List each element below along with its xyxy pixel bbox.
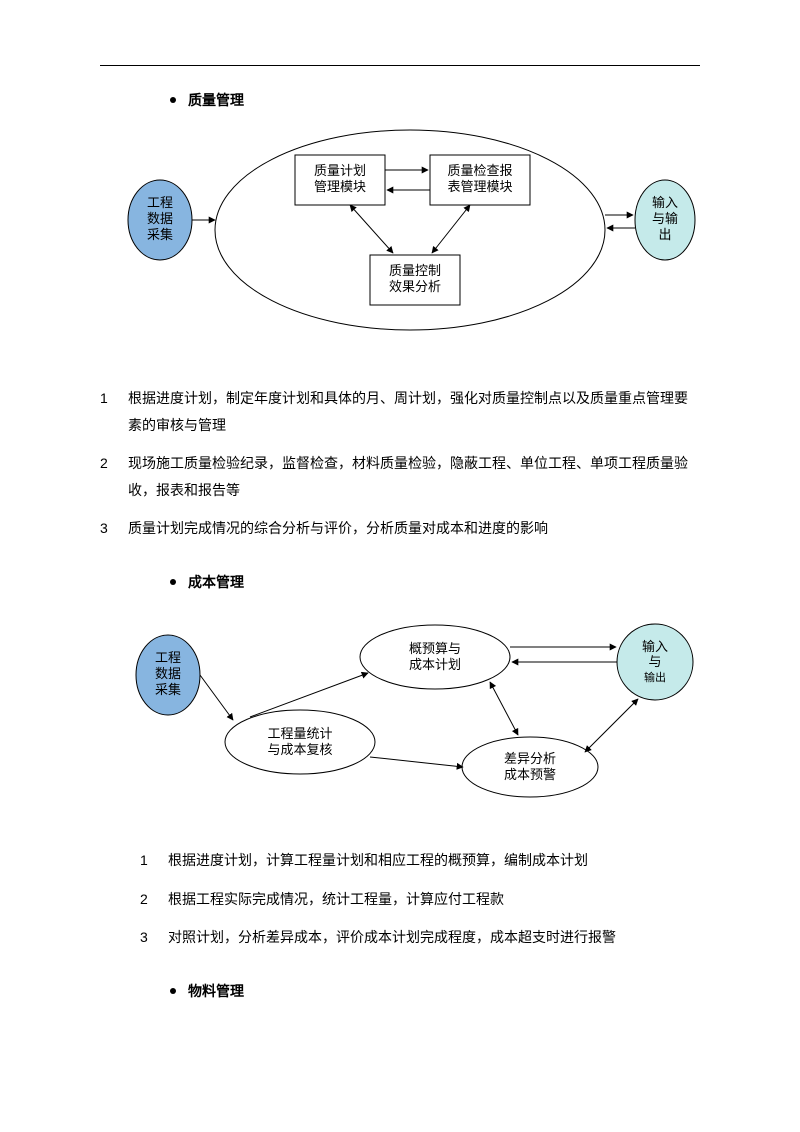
list-item: 1 根据进度计划，制定年度计划和具体的月、周计划，强化对质量控制点以及质量重点管… — [100, 385, 700, 438]
node-plan-label: 质量计划管理模块 — [314, 163, 366, 194]
list-text: 根据进度计划，计算工程量计划和相应工程的概预算，编制成本计划 — [168, 847, 588, 874]
section-cost-title: 成本管理 — [188, 572, 244, 592]
bullet-icon — [170, 579, 176, 585]
cost-list: 1 根据进度计划，计算工程量计划和相应工程的概预算，编制成本计划 2 根据工程实… — [140, 847, 700, 951]
cost-flowchart-svg: 工程数据采集 概预算与成本计划 工程量统计与成本复核 差异分析成本预警 输入与输… — [100, 607, 700, 817]
edge — [350, 205, 393, 253]
list-item: 2 根据工程实际完成情况，统计工程量，计算应付工程款 — [140, 886, 700, 913]
list-num: 2 — [100, 450, 114, 503]
edge — [370, 757, 463, 767]
node-stat-label: 工程量统计与成本复核 — [267, 726, 332, 757]
bullet-icon — [170, 97, 176, 103]
list-num: 3 — [100, 515, 114, 542]
cost-diagram: 工程数据采集 概预算与成本计划 工程量统计与成本复核 差异分析成本预警 输入与输… — [100, 607, 700, 817]
list-num: 1 — [140, 847, 154, 874]
list-text: 现场施工质量检验纪录，监督检查，材料质量检验，隐蔽工程、单位工程、单项工程质量验… — [128, 450, 700, 503]
edge — [200, 675, 233, 720]
node-report-label: 质量检查报表管理模块 — [447, 163, 512, 194]
section-heading-cost: 成本管理 — [170, 572, 700, 592]
quality-diagram: 工程数据采集 质量计划管理模块 质量检查报表管理模块 质量控制效果分析 输入与输… — [100, 125, 700, 355]
list-num: 3 — [140, 924, 154, 951]
list-num: 1 — [100, 385, 114, 438]
list-item: 3 对照计划，分析差异成本，评价成本计划完成程度，成本超支时进行报警 — [140, 924, 700, 951]
node-collect-label: 工程数据采集 — [147, 195, 173, 242]
list-item: 3 质量计划完成情况的综合分析与评价，分析质量对成本和进度的影响 — [100, 515, 700, 542]
node-analysis-label: 质量控制效果分析 — [389, 263, 441, 294]
node-diff-label: 差异分析成本预警 — [504, 751, 556, 782]
section-heading-quality: 质量管理 — [170, 90, 700, 110]
edge — [490, 682, 518, 735]
quality-list: 1 根据进度计划，制定年度计划和具体的月、周计划，强化对质量控制点以及质量重点管… — [100, 385, 700, 542]
list-item: 1 根据进度计划，计算工程量计划和相应工程的概预算，编制成本计划 — [140, 847, 700, 874]
node-collect2-label: 工程数据采集 — [155, 650, 181, 697]
list-text: 根据进度计划，制定年度计划和具体的月、周计划，强化对质量控制点以及质量重点管理要… — [128, 385, 700, 438]
list-item: 2 现场施工质量检验纪录，监督检查，材料质量检验，隐蔽工程、单位工程、单项工程质… — [100, 450, 700, 503]
node-budget-label: 概预算与成本计划 — [409, 641, 461, 672]
bullet-icon — [170, 988, 176, 994]
list-text: 根据工程实际完成情况，统计工程量，计算应付工程款 — [168, 886, 504, 913]
quality-flowchart-svg: 工程数据采集 质量计划管理模块 质量检查报表管理模块 质量控制效果分析 输入与输… — [100, 125, 700, 355]
section-material-title: 物料管理 — [188, 981, 244, 1001]
edge — [432, 205, 470, 253]
list-text: 对照计划，分析差异成本，评价成本计划完成程度，成本超支时进行报警 — [168, 924, 616, 951]
list-num: 2 — [140, 886, 154, 913]
section-quality-title: 质量管理 — [188, 90, 244, 110]
edge — [585, 699, 638, 752]
page-top-rule — [100, 65, 700, 66]
list-text: 质量计划完成情况的综合分析与评价，分析质量对成本和进度的影响 — [128, 515, 548, 542]
section-heading-material: 物料管理 — [170, 981, 700, 1001]
